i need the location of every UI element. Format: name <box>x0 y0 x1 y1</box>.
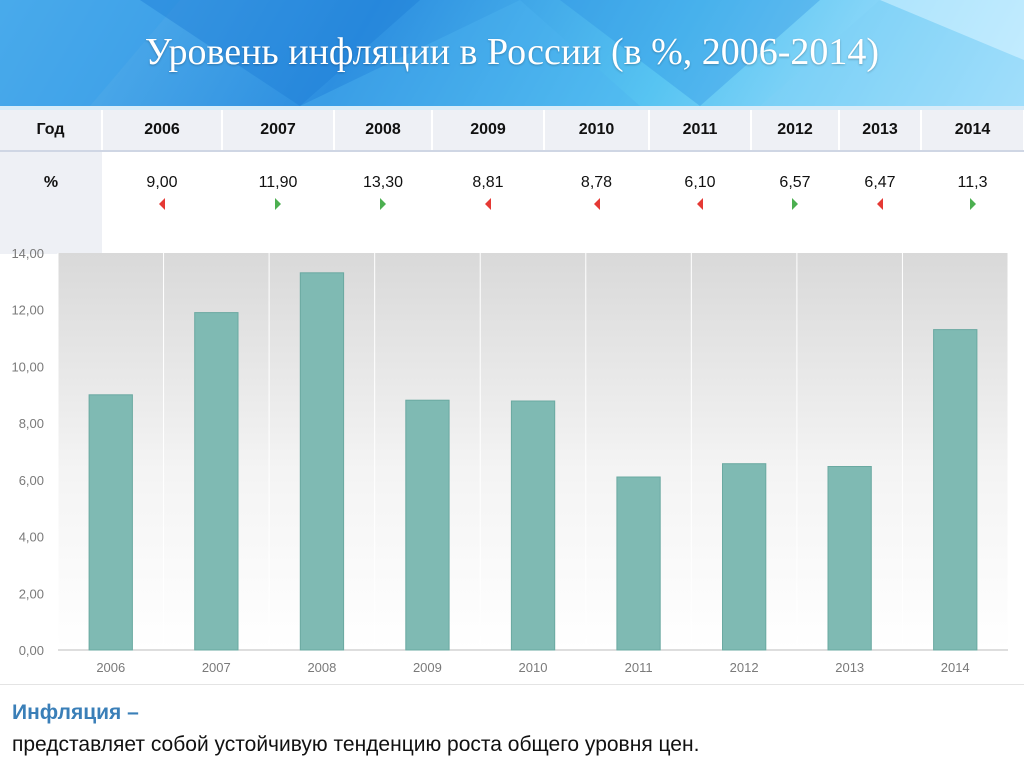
percent-value: 11,90 <box>258 174 298 191</box>
year-header: Год <box>0 110 103 152</box>
y-tick-label: 12,00 <box>11 303 44 318</box>
trend-down-icon <box>697 198 703 210</box>
trend-down-arrow <box>593 198 600 210</box>
header-divider <box>0 106 1024 110</box>
percent-header: % <box>0 151 102 254</box>
trend-up-arrow <box>275 198 281 210</box>
y-axis-ticks: 0,00 2,00 4,00 6,00 8,00 10,00 12,00 14,00 <box>11 246 44 658</box>
percent-value: 11,3 <box>957 174 988 191</box>
trend-down-icon <box>485 198 491 210</box>
percent-cell: 6,57 <box>751 151 839 254</box>
bar-2013 <box>827 466 872 651</box>
x-tick-label: 2014 <box>941 660 970 675</box>
inflation-bar-chart: 0,00 2,00 4,00 6,00 8,00 10,00 12,00 14,00 2006… <box>11 246 1009 675</box>
trend-up-arrow <box>380 198 386 210</box>
x-tick-label: 2009 <box>413 660 442 675</box>
x-axis-ticks: 2006 2007 2008 2009 2010 2011 2012 2013 2014 <box>96 660 969 675</box>
year-cell: 2006 <box>102 110 223 152</box>
y-tick-label: 8,00 <box>19 416 44 431</box>
trend-down-arrow <box>877 198 883 210</box>
y-tick-label: 0,00 <box>19 643 44 658</box>
trend-down-arrow <box>697 198 703 210</box>
y-tick-label: 2,00 <box>19 586 44 601</box>
slide-title: Уровень инфляции в России (в %, 2006-201… <box>144 31 880 73</box>
slide-header: Уровень инфляции в России (в %, 2006-201… <box>0 0 1024 106</box>
percent-value: 8,81 <box>472 174 504 191</box>
y-tick-label: 14,00 <box>11 246 44 261</box>
percent-cell: 6,47 <box>839 151 921 254</box>
percent-value: 13,30 <box>362 174 404 191</box>
trend-up-arrow <box>969 198 976 210</box>
year-cell: 2010 <box>544 110 650 152</box>
trend-up-arrow <box>792 198 798 210</box>
percent-cell: 9,00 <box>102 151 222 254</box>
percent-cell: 13,30 <box>334 151 432 254</box>
year-cell: 2011 <box>649 110 752 152</box>
y-tick-label: 10,00 <box>11 359 44 374</box>
year-cell: 2008 <box>334 110 433 152</box>
percent-value: 6,10 <box>684 174 716 191</box>
trend-up-icon <box>275 198 281 210</box>
bar-2011 <box>616 476 661 651</box>
year-cell: 2014 <box>921 110 1024 152</box>
year-row: Год 2006 2007 2008 2009 2010 2011 2012 2… <box>0 110 1024 152</box>
year-cell: 2009 <box>432 110 545 152</box>
percent-value: 9,00 <box>146 174 178 191</box>
percent-value: 8,78 <box>580 174 613 191</box>
bar-2007 <box>194 312 239 651</box>
trend-up-icon <box>792 198 798 210</box>
percent-cell: 11,3 <box>921 151 1024 254</box>
x-tick-label: 2013 <box>835 660 864 675</box>
bar-2006 <box>88 394 133 651</box>
year-cell: 2007 <box>222 110 335 152</box>
percent-cell: 8,78 <box>544 151 649 254</box>
trend-down-arrow <box>485 198 491 210</box>
trend-up-icon <box>380 198 386 210</box>
x-tick-label: 2008 <box>307 660 336 675</box>
bar-2009 <box>405 399 450 651</box>
percent-value: 6,47 <box>864 174 896 191</box>
x-tick-label: 2010 <box>519 660 548 675</box>
trend-down-icon <box>877 198 883 210</box>
x-tick-label: 2012 <box>730 660 759 675</box>
bar-2008 <box>299 272 345 651</box>
x-tick-label: 2007 <box>202 660 231 675</box>
trend-down-arrow <box>159 198 165 210</box>
header-background <box>0 0 1024 106</box>
bar-2014 <box>933 329 978 651</box>
percent-row: % 9,00 11,90 13,30 8,81 8,78 6,10 6,57 6… <box>0 151 1024 254</box>
definition-footer: Инфляция – представляет собой устойчивую… <box>0 684 1024 769</box>
percent-cell: 8,81 <box>432 151 544 254</box>
trend-up-icon <box>969 198 976 210</box>
bar-2010 <box>510 400 556 651</box>
y-tick-label: 4,00 <box>19 530 44 545</box>
year-cell: 2012 <box>751 110 840 152</box>
bar-2012 <box>722 463 767 651</box>
y-tick-label: 6,00 <box>19 473 44 488</box>
trend-down-icon <box>593 198 600 210</box>
percent-cell: 6,10 <box>649 151 751 254</box>
percent-cell: 11,90 <box>222 151 334 254</box>
year-cell: 2013 <box>839 110 922 152</box>
percent-value: 6,57 <box>779 174 811 191</box>
bars <box>88 272 978 651</box>
definition-term: Инфляция – <box>12 701 139 724</box>
x-tick-label: 2006 <box>96 660 125 675</box>
definition-text: представляет собой устойчивую тенденцию … <box>12 733 700 756</box>
x-tick-label: 2011 <box>625 660 653 675</box>
inflation-table: Год 2006 2007 2008 2009 2010 2011 2012 2… <box>0 110 1024 254</box>
trend-down-icon <box>159 198 165 210</box>
